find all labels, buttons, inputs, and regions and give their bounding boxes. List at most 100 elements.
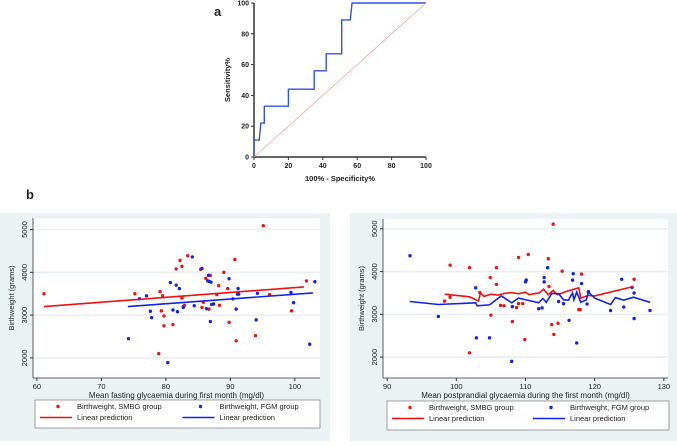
data-point [255, 291, 260, 295]
data-point [206, 273, 211, 278]
y-tick-label: 20 [241, 124, 249, 131]
y-axis-label: Birthweight (grams) [357, 265, 366, 331]
data-point [526, 252, 530, 257]
data-point [304, 279, 309, 283]
data-point [489, 313, 493, 317]
data-point [148, 309, 153, 313]
data-point [200, 305, 204, 310]
data-point [547, 284, 551, 289]
data-point [542, 275, 546, 280]
chart-panel-0: 0 20 40 60 80 100 0 20 40 60 80 100 100% - Specifici… [223, 1, 432, 184]
plot-area [33, 218, 320, 378]
data-point [227, 277, 231, 281]
data-point [494, 266, 499, 270]
data-point [208, 319, 213, 324]
data-point [175, 309, 180, 314]
data-point [632, 291, 636, 295]
data-point [542, 280, 546, 284]
data-point [509, 359, 514, 364]
data-point [200, 266, 204, 271]
data-point [209, 280, 213, 284]
data-point [289, 290, 293, 295]
legend-entry: Linear prediction [429, 414, 484, 423]
x-axis-label: Mean fasting glycaemia during first mont… [89, 391, 265, 400]
data-point [540, 306, 544, 310]
data-point [571, 272, 575, 276]
x-tick-label: 90 [383, 382, 391, 391]
data-point [158, 289, 162, 294]
data-point [126, 336, 131, 341]
data-point [494, 282, 499, 287]
data-point [622, 305, 626, 309]
legend-entry: Linear prediction [220, 413, 275, 422]
data-point [174, 267, 178, 271]
data-point [291, 301, 296, 305]
data-point [567, 318, 571, 322]
y-axis-label: Sensitivity% [223, 58, 232, 103]
chart-panel-1: 60 70 80 90 100 2000 3000 4000 5000 Mean fasting … [0, 213, 330, 441]
data-point [502, 304, 506, 308]
data-point [174, 283, 178, 287]
data-point [253, 333, 258, 338]
y-tick-label: 3000 [20, 307, 29, 324]
data-point [217, 303, 222, 307]
panel-label-a: a [214, 4, 222, 19]
prediction-line [127, 292, 313, 308]
prediction-line [444, 285, 634, 303]
data-point [144, 294, 149, 298]
chart-panel-2: 90 100 110 120 130 2000 3000 4000 5000 Mean postp… [350, 213, 677, 441]
y-tick-label: 2000 [20, 350, 29, 367]
x-tick-label: 120 [588, 382, 601, 391]
data-point [289, 309, 294, 313]
data-point [552, 332, 556, 337]
data-point [233, 257, 237, 262]
data-point [160, 294, 165, 298]
data-point [632, 316, 636, 321]
data-point [166, 360, 170, 365]
panel-label-b: b [26, 187, 34, 202]
x-tick-label: 100 [450, 382, 463, 391]
y-tick-label: 4000 [20, 264, 29, 281]
data-point [408, 254, 412, 258]
data-point [550, 322, 554, 327]
legend-marker [408, 405, 412, 410]
data-point [436, 314, 441, 319]
data-point [180, 264, 184, 269]
data-point [561, 301, 566, 306]
data-point [217, 283, 221, 288]
data-point [574, 341, 579, 345]
data-point [448, 295, 452, 299]
y-tick-label: 100 [237, 1, 249, 8]
data-point [521, 301, 525, 306]
data-point [556, 321, 560, 325]
data-point [648, 308, 652, 313]
y-tick-label: 80 [241, 31, 249, 38]
data-point [579, 272, 584, 276]
data-point [448, 263, 452, 267]
data-point [516, 255, 521, 260]
y-tick-label: 5000 [370, 220, 379, 237]
data-point [171, 322, 175, 327]
data-point [157, 351, 161, 356]
prediction-line [409, 289, 651, 307]
data-point [234, 307, 238, 311]
data-point [536, 307, 541, 311]
data-point [207, 307, 211, 311]
y-tick-label: 2000 [370, 349, 379, 366]
x-tick-label: 0 [252, 163, 256, 170]
data-point [192, 304, 196, 308]
data-point [585, 302, 589, 306]
data-point [560, 269, 564, 273]
x-tick-label: 130 [658, 382, 671, 391]
x-tick-label: 60 [33, 382, 41, 391]
data-point [516, 301, 521, 306]
data-point [254, 318, 258, 322]
data-point [510, 319, 515, 324]
legend-entry: Birthweight, FGM group [570, 403, 649, 412]
data-point [608, 308, 613, 313]
y-axis-label: Birthweight (grams) [7, 265, 16, 331]
data-point [514, 305, 519, 310]
data-point [524, 278, 528, 282]
data-point [307, 342, 312, 346]
